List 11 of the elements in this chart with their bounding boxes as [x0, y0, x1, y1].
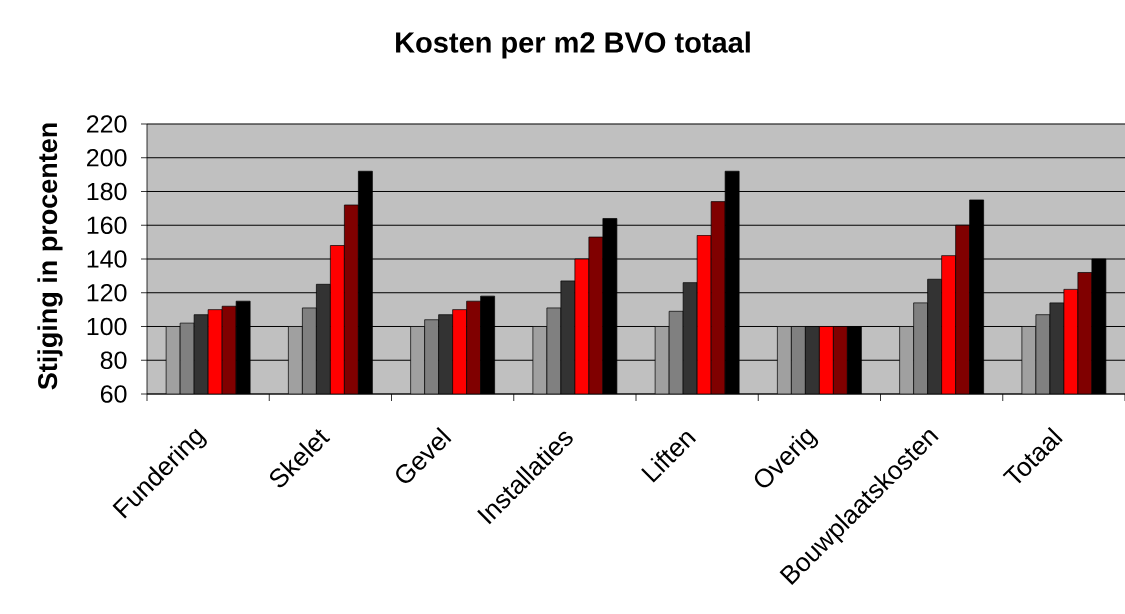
y-tick-label: 200: [87, 148, 127, 167]
y-tick-label: 60: [100, 385, 127, 403]
y-tick-label: 100: [87, 317, 127, 336]
chart-title: Kosten per m2 BVO totaal: [396, 31, 750, 59]
y-tick-label: 220: [87, 115, 127, 133]
y-tick-label: 120: [87, 283, 127, 302]
y-tick-label: 80: [100, 351, 127, 370]
y-axis-title: Stijging in procenten: [37, 123, 63, 390]
y-tick-label: 160: [87, 216, 127, 235]
y-tick-label: 180: [87, 182, 127, 201]
y-tick-label: 140: [87, 250, 127, 268]
